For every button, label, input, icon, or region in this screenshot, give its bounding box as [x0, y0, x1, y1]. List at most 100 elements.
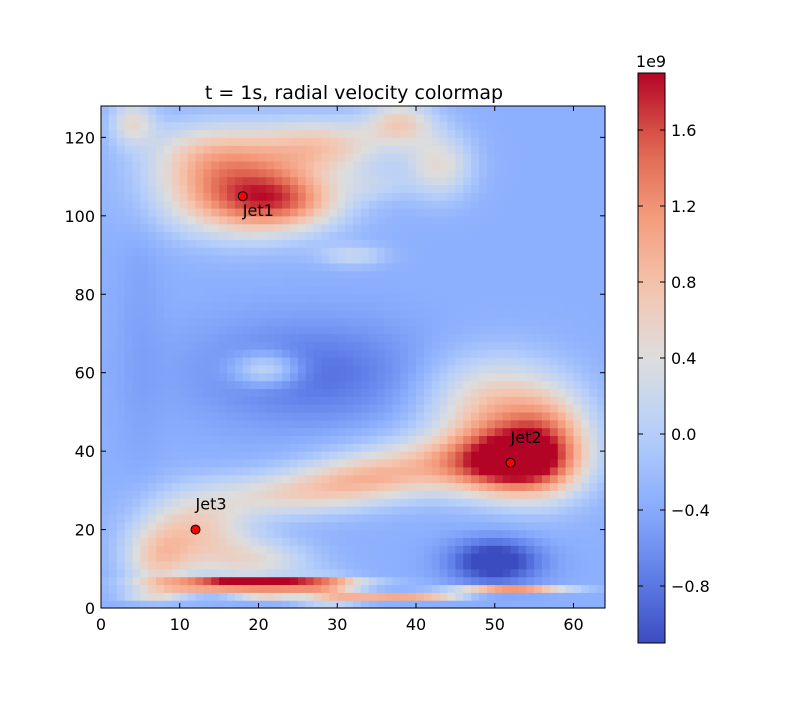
heatmap-cell [597, 592, 606, 601]
heatmap-cell [195, 309, 204, 319]
heatmap-cell [219, 309, 228, 319]
heatmap-cell [195, 404, 204, 413]
heatmap-cell [219, 239, 228, 248]
heatmap-cell [337, 153, 346, 162]
heatmap-cell [211, 560, 220, 570]
heatmap-cell [116, 427, 126, 437]
heatmap-cell [124, 207, 134, 217]
heatmap-cell [108, 247, 118, 256]
heatmap-cell [227, 113, 236, 123]
heatmap-cell [510, 176, 519, 186]
heatmap-cell [494, 176, 504, 186]
heatmap-cell [502, 113, 512, 123]
heatmap-cell [132, 145, 141, 154]
heatmap-cell [494, 153, 504, 162]
heatmap-cell [195, 168, 204, 178]
heatmap-cell [148, 443, 157, 452]
heatmap-cell [234, 443, 244, 452]
heatmap-cell [416, 223, 425, 233]
heatmap-cell [423, 600, 433, 609]
heatmap-cell [549, 443, 559, 452]
heatmap-cell [132, 270, 141, 280]
heatmap-cell [353, 294, 362, 303]
heatmap-cell [171, 474, 181, 484]
heatmap-cell [471, 419, 480, 429]
heatmap-cell [534, 521, 543, 531]
heatmap-cell [573, 411, 582, 421]
heatmap-cell [353, 357, 362, 366]
heatmap-cell [234, 153, 244, 162]
heatmap-cell [384, 192, 393, 201]
heatmap-cell [266, 372, 275, 382]
heatmap-cell [195, 584, 204, 593]
heatmap-cell [423, 247, 433, 256]
heatmap-cell [392, 270, 401, 280]
heatmap-cell [282, 184, 291, 193]
heatmap-cell [518, 106, 527, 115]
heatmap-cell [290, 200, 299, 209]
heatmap-cell [250, 153, 260, 162]
heatmap-cell [471, 309, 480, 319]
heatmap-cell [526, 106, 535, 115]
heatmap-cell [124, 106, 134, 115]
heatmap-cell [211, 364, 220, 374]
heatmap-cell [368, 498, 378, 507]
heatmap-cell [148, 560, 157, 570]
heatmap-cell [534, 498, 543, 507]
heatmap-cell [345, 584, 354, 593]
heatmap-cell [368, 576, 378, 586]
heatmap-cell [250, 137, 260, 146]
heatmap-cell [597, 372, 606, 382]
heatmap-cell [274, 600, 283, 609]
heatmap-cell [479, 458, 488, 468]
heatmap-cell [282, 137, 291, 146]
heatmap-cell [471, 474, 480, 484]
heatmap-cell [242, 411, 252, 421]
heatmap-cell [423, 458, 433, 468]
heatmap-cell [502, 121, 512, 131]
heatmap-cell [502, 168, 512, 178]
heatmap-cell [321, 568, 330, 578]
heatmap-cell [479, 255, 488, 264]
heatmap-cell [486, 239, 496, 248]
heatmap-cell [549, 388, 559, 397]
heatmap-cell [345, 380, 354, 389]
heatmap-cell [101, 317, 110, 327]
heatmap-cell [297, 294, 307, 303]
heatmap-cell [187, 372, 197, 382]
heatmap-cell [108, 458, 118, 468]
heatmap-cell [242, 443, 252, 452]
heatmap-cell [266, 168, 275, 178]
heatmap-cell [297, 482, 307, 491]
heatmap-cell [581, 192, 590, 201]
heatmap-cell [219, 145, 228, 154]
heatmap-cell [124, 592, 134, 601]
heatmap-cell [549, 553, 559, 562]
heatmap-cell [124, 506, 134, 515]
heatmap-cell [431, 545, 441, 554]
heatmap-cell [510, 223, 519, 233]
heatmap-cell [565, 325, 575, 335]
heatmap-cell [156, 466, 165, 476]
heatmap-cell [250, 396, 260, 405]
heatmap-cell [234, 380, 244, 389]
heatmap-cell [219, 364, 228, 374]
heatmap-cell [179, 443, 189, 452]
heatmap-cell [353, 411, 362, 421]
heatmap-cell [518, 239, 527, 248]
heatmap-cell [234, 239, 244, 248]
heatmap-cell [589, 560, 598, 570]
heatmap-cell [297, 357, 307, 366]
heatmap-cell [156, 270, 165, 280]
heatmap-cell [431, 568, 441, 578]
heatmap-cell [219, 380, 228, 389]
heatmap-cell [534, 247, 543, 256]
heatmap-cell [305, 200, 315, 209]
heatmap-cell [101, 184, 110, 193]
heatmap-cell [565, 498, 575, 507]
heatmap-cell [297, 576, 307, 586]
heatmap-cell [502, 200, 512, 209]
heatmap-cell [101, 278, 110, 287]
heatmap-cell [211, 113, 220, 123]
heatmap-cell [439, 168, 449, 178]
